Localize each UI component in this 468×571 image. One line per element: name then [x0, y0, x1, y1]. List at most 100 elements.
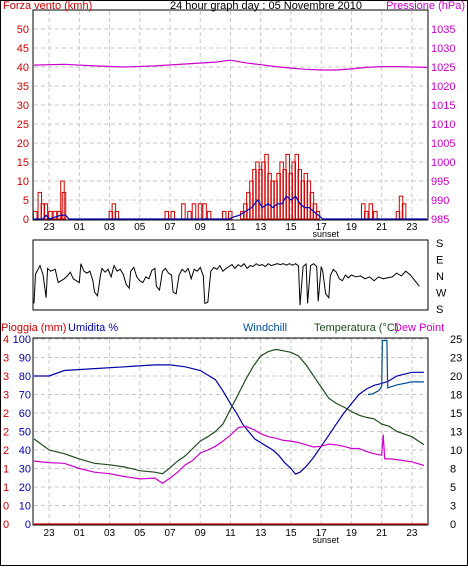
humidity-y-tick-label: 0 [25, 519, 31, 531]
temp-x-tick-label: 05 [134, 528, 146, 539]
temperature-ticks: 0 0 00 10 31 20 51 30 82 40 102 50 132 60 153 70 183 80 20… [3, 334, 462, 545]
temp-x-tick-label: 23 [44, 528, 56, 539]
dewpoint-line [33, 425, 425, 485]
pressure-y-tick-label: 1005 [431, 138, 455, 150]
wind-ticks: 0510152025303540455098599099510001005101… [17, 24, 456, 239]
temp-x-tick-label: 11 [225, 528, 236, 539]
wind-y-tick-label: 40 [17, 62, 29, 74]
rain-y-tick-label: 4 [3, 334, 9, 346]
humidity-y-tick-label: 40 [19, 445, 31, 457]
temp-y-tick-label: 18 [450, 390, 462, 402]
pressure-y-tick-label: 995 [431, 176, 449, 188]
pressure-y-tick-label: 1000 [431, 157, 455, 169]
wind-x-tick-label: 23 [406, 222, 418, 233]
temp-x-tick-label: 07 [164, 528, 176, 539]
direction-letter: S [436, 304, 443, 316]
humidity-y-tick-label: 50 [19, 427, 31, 439]
wind-y-tick-label: 15 [17, 157, 29, 169]
humidity-y-tick-label: 30 [19, 464, 31, 476]
temp-x-tick-label: 03 [104, 528, 116, 539]
wind-y-tick-label: 50 [17, 24, 29, 36]
temp-x-tick-label: 13 [255, 528, 267, 539]
temp-y-tick-label: 23 [450, 353, 462, 365]
wind-x-tick-label: 17 [316, 222, 328, 233]
temp-x-tick-label: 15 [285, 528, 297, 539]
direction-letter: E [436, 255, 443, 267]
pressure-line [33, 59, 428, 71]
wind-x-tick-label: 23 [44, 222, 56, 233]
temperature-label: Temperatura (°C) [314, 322, 398, 334]
temp-x-tick-label: 21 [376, 528, 388, 539]
direction-letter: N [436, 271, 444, 283]
wind-x-tick-label: 21 [376, 222, 388, 233]
wind-x-tick-label: 13 [255, 222, 267, 233]
direction-plot-area [32, 239, 429, 311]
wind-y-tick-label: 25 [17, 119, 29, 131]
wind-y-tick-label: 30 [17, 100, 29, 112]
temp-y-tick-label: 3 [450, 501, 456, 513]
wind-y-tick-label: 5 [23, 195, 29, 207]
rain-y-tick-label: 2 [3, 427, 9, 439]
pressure-y-tick-label: 1015 [431, 100, 455, 112]
pressure-y-tick-label: 1025 [431, 62, 455, 74]
wind-y-tick-label: 20 [17, 138, 29, 150]
pressure-y-tick-label: 1010 [431, 119, 455, 131]
humidity-axis-label: Umidita % [68, 322, 118, 334]
sunset-label: sunset [312, 535, 339, 545]
rain-y-tick-label: 1 [3, 464, 9, 476]
wind-x-tick-label: 11 [225, 222, 236, 233]
rain-y-tick-label: 3 [3, 353, 9, 365]
humidity-line [34, 364, 424, 475]
temp-y-tick-label: 20 [450, 371, 462, 383]
rain-y-tick-label: 0 [3, 519, 9, 531]
chart-title: 24 hour graph day : 05 Novembre 2010 [170, 0, 362, 12]
temp-y-tick-label: 13 [450, 427, 462, 439]
rain-y-tick-label: 3 [3, 371, 9, 383]
temperature-series [33, 339, 427, 525]
wind-axis-label: Forza vento (kmh) [3, 0, 92, 12]
wind-bar [52, 210, 58, 220]
wind-x-tick-label: 19 [346, 222, 358, 233]
temp-x-tick-label: 19 [346, 528, 358, 539]
dewpoint-label: Dew Point [394, 322, 444, 334]
wind-bar [315, 210, 321, 220]
humidity-y-tick-label: 20 [19, 482, 31, 494]
wind-x-tick-label: 01 [74, 222, 86, 233]
rain-y-tick-label: 2 [3, 445, 9, 457]
temp-x-tick-label: 17 [316, 528, 328, 539]
windchill-label: Windchill [243, 322, 287, 334]
pressure-y-tick-label: 990 [431, 195, 449, 207]
wind-x-tick-label: 15 [285, 222, 297, 233]
temperature-line [33, 348, 425, 475]
wind-pressure-chart: 0510152025303540455098599099510001005101… [3, 0, 465, 239]
rain-y-tick-label: 0 [3, 501, 9, 513]
wind-series [33, 59, 428, 220]
gust-line [34, 195, 427, 220]
humidity-y-tick-label: 90 [19, 353, 31, 365]
temp-x-tick-label: 09 [195, 528, 207, 539]
windchill-line [368, 339, 424, 396]
temp-y-tick-label: 25 [450, 334, 462, 346]
pressure-y-tick-label: 1020 [431, 81, 455, 93]
rain-y-tick-label: 2 [3, 408, 9, 420]
humidity-y-tick-label: 80 [19, 371, 31, 383]
wind-bar [43, 203, 49, 220]
temp-x-tick-label: 23 [406, 528, 418, 539]
temp-y-tick-label: 5 [450, 482, 456, 494]
wind-x-tick-label: 09 [195, 222, 207, 233]
wind-x-tick-label: 07 [164, 222, 176, 233]
wind-x-tick-label: 05 [134, 222, 146, 233]
sunset-label: sunset [312, 229, 339, 239]
pressure-y-tick-label: 985 [431, 214, 449, 226]
wind-grid [34, 11, 427, 219]
wind-plot-area [32, 9, 429, 221]
pressure-axis-label: Pressione (hPa) [386, 0, 465, 12]
temp-x-tick-label: 01 [74, 528, 86, 539]
temp-y-tick-label: 15 [450, 408, 462, 420]
wind-direction-line [33, 262, 420, 306]
wind-y-tick-label: 0 [23, 214, 29, 226]
